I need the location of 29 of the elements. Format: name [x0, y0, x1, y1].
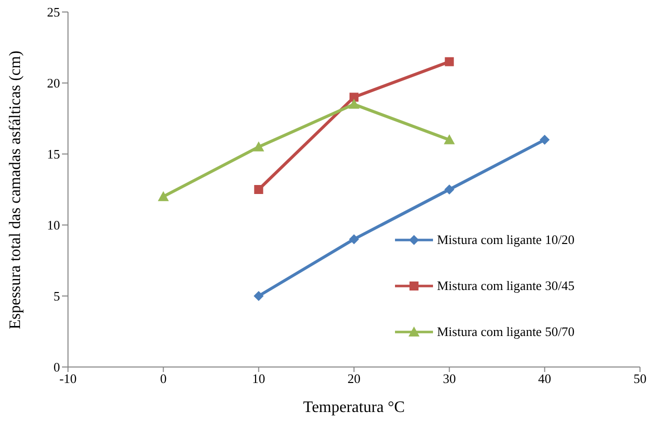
y-tick-label: 20	[47, 76, 60, 91]
y-tick-label: 0	[54, 360, 60, 375]
y-tick-label: 15	[47, 146, 60, 162]
point	[350, 92, 358, 102]
point	[444, 57, 454, 66]
point	[254, 185, 264, 194]
point	[349, 234, 359, 244]
y-tick-label: 25	[47, 4, 60, 20]
x-tick-label: 20	[348, 371, 360, 386]
point	[253, 141, 264, 152]
legend-label: Mistura com ligante 50/70	[437, 324, 575, 340]
legend-label: Mistura com ligante 10/20	[437, 232, 575, 248]
x-tick-label: 0	[160, 371, 167, 386]
point	[254, 291, 264, 301]
x-axis-title: Temperatura °C	[303, 399, 405, 416]
y-axis-title: Espessura total das camadas asfálticas (cm)	[7, 50, 25, 330]
point	[348, 98, 360, 109]
y-tick-label: 5	[54, 288, 60, 304]
y-tick-label: 10	[47, 218, 60, 233]
point	[444, 134, 455, 144]
x-tick-label: 40	[538, 371, 552, 386]
x-tick-label: -10	[59, 371, 77, 386]
point	[444, 184, 454, 194]
point	[540, 134, 550, 145]
legend-label: Mistura com ligante 30/45	[437, 278, 575, 294]
x-tick-label: 50	[634, 371, 646, 386]
x-tick-label: 10	[252, 371, 266, 386]
point	[158, 191, 169, 202]
x-tick-label: 30	[442, 371, 456, 386]
